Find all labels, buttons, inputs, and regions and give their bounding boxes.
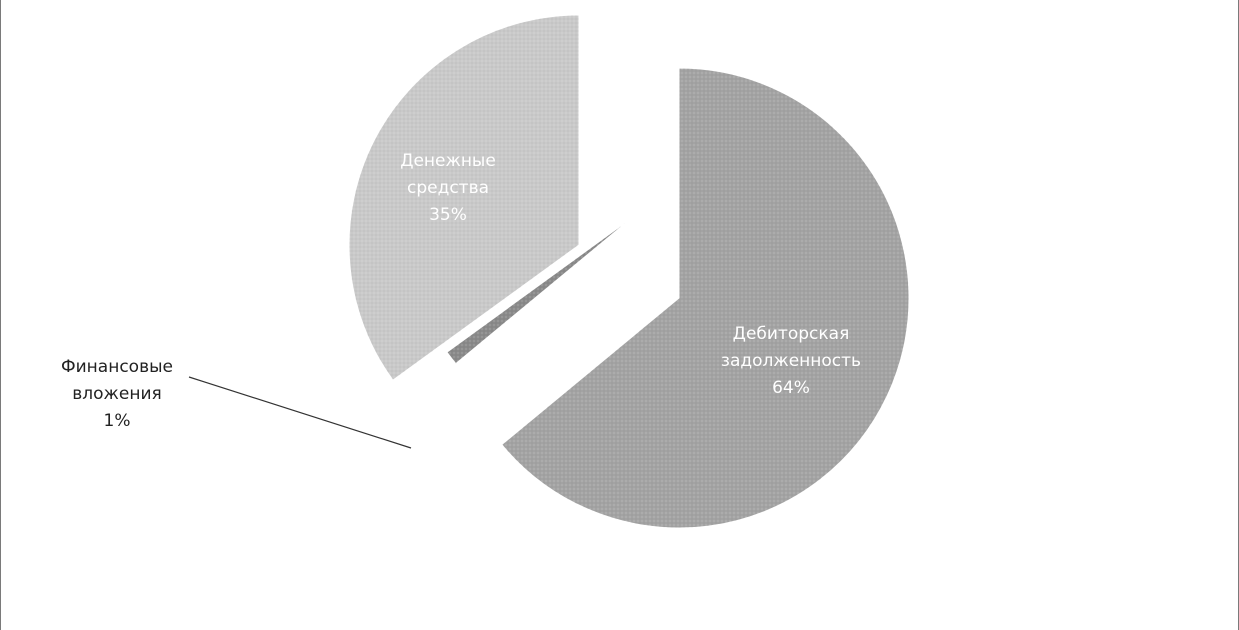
slice-label-1: Финансовые вложения 1% (61, 357, 173, 431)
slice-category-label: средства (407, 178, 489, 198)
slice-value-label: 64% (772, 378, 810, 398)
slice-category-label: задолженность (721, 351, 861, 371)
slice-label-0: Дебиторская задолженность 64% (721, 324, 861, 398)
slice-category-label: Денежные (400, 151, 496, 171)
slice-value-label: 1% (104, 411, 131, 431)
slice-category-label: вложения (72, 384, 161, 404)
slice-label-2: Денежные средства 35% (400, 151, 496, 225)
slice-category-label: Дебиторская (733, 324, 850, 344)
leader-line-1 (188, 376, 412, 449)
slice-value-label: 35% (429, 205, 467, 225)
slice-category-label: Финансовые (61, 357, 173, 377)
